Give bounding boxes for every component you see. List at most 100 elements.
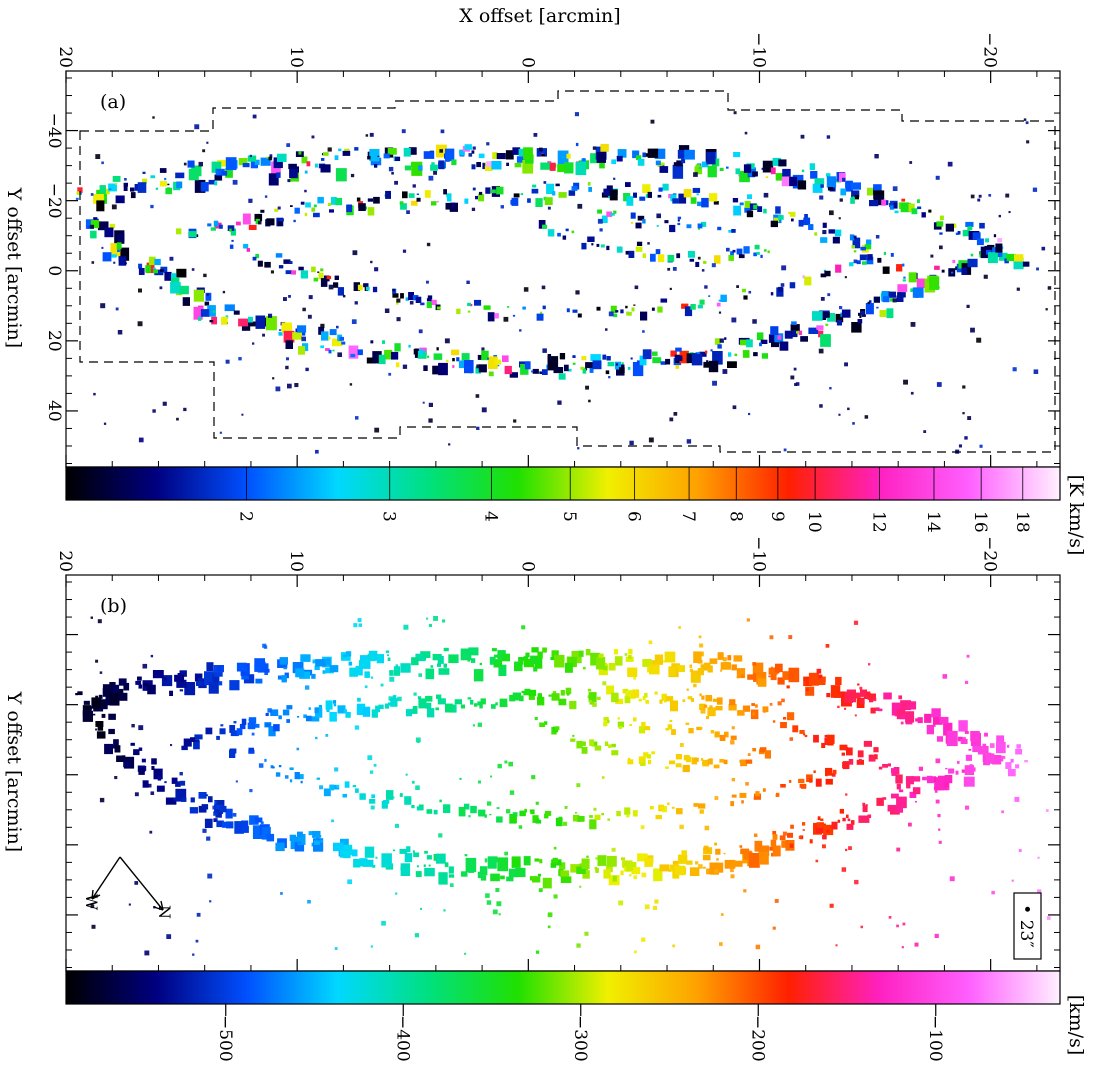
emission-pixel [677,854,688,864]
emission-pixel [396,298,401,303]
emission-pixel [762,160,774,173]
emission-pixel [150,689,155,694]
emission-pixel [290,205,293,207]
emission-pixel [190,797,195,803]
emission-pixel [558,192,567,198]
emission-pixel [635,246,643,252]
emission-pixel [829,210,834,216]
emission-pixel [499,698,508,708]
emission-pixel [266,156,269,159]
emission-pixel [778,215,784,220]
emission-pixel [537,693,542,700]
emission-pixel [820,184,824,188]
emission-pixel [854,714,857,717]
emission-pixel [298,266,304,271]
emission-pixel [714,255,721,264]
emission-pixel [883,296,890,303]
emission-pixel [827,293,831,297]
emission-pixel [255,817,263,823]
compass-icon: N W [82,856,174,919]
emission-pixel [1023,118,1027,121]
emission-pixel [664,700,667,703]
emission-pixel [608,744,612,748]
emission-pixel [560,876,572,883]
emission-pixel [299,671,310,679]
emission-pixel [306,715,312,722]
emission-pixel [687,251,695,258]
emission-pixel [315,449,319,454]
emission-pixel [537,651,543,659]
emission-pixel [286,719,290,723]
emission-pixel [861,314,866,317]
emission-pixel [411,657,419,666]
emission-pixel [666,696,674,702]
emission-pixel [408,292,414,300]
emission-pixel [530,809,535,815]
emission-pixel [230,228,236,236]
emission-pixel [699,727,703,730]
emission-pixel [233,721,237,724]
colorbar-tick-label: 9 [767,511,787,522]
emission-pixel [965,680,969,684]
emission-pixel [572,309,578,313]
emission-pixel [356,197,361,202]
emission-pixel [698,635,702,639]
emission-pixel [396,317,401,322]
emission-pixel [268,156,273,161]
emission-pixel [474,299,482,306]
emission-pixel [726,166,729,169]
emission-pixel [902,263,905,267]
emission-pixel [742,350,750,358]
emission-pixel [654,148,666,159]
emission-pixel [702,759,710,767]
emission-pixel [710,730,714,734]
emission-pixel [426,855,432,860]
emission-pixel [714,338,721,345]
emission-pixel [492,152,498,159]
emission-pixel [217,666,222,672]
emission-pixel [588,399,591,403]
emission-pixel [76,191,80,195]
emission-pixel [266,833,275,842]
emission-pixel [307,314,312,319]
emission-pixel [847,407,850,411]
emission-pixel [124,262,127,265]
emission-pixel [753,204,759,210]
emission-pixel [252,825,263,839]
emission-pixel [858,815,870,823]
emission-pixel [793,367,797,371]
emission-pixel [367,207,375,216]
emission-pixel [579,885,582,888]
emission-pixel [731,726,735,730]
emission-pixel [478,153,485,159]
emission-pixel [176,228,182,235]
emission-pixel [759,851,769,865]
emission-pixel [155,187,159,190]
emission-pixel [138,747,143,751]
emission-pixel [636,360,641,366]
emission-pixel [825,767,833,776]
emission-pixel [224,304,235,312]
emission-pixel [856,759,864,765]
emission-pixel [816,325,824,330]
emission-pixel [603,869,611,879]
emission-pixel [535,819,542,824]
emission-pixel [452,358,455,362]
emission-pixel [209,900,212,903]
emission-pixel [1001,756,1006,759]
emission-pixel [304,170,308,174]
emission-pixel [91,261,95,264]
emission-pixel [613,313,618,318]
emission-pixel [865,303,874,315]
emission-pixel [142,780,149,788]
emission-pixel [472,146,476,150]
emission-pixel [225,359,230,364]
emission-pixel [489,813,492,816]
emission-pixel [311,716,320,722]
emission-pixel [912,287,924,298]
emission-pixel [740,848,750,855]
emission-pixel [518,657,524,665]
emission-pixel [998,214,1001,218]
emission-pixel [606,185,613,191]
emission-pixel [672,198,679,204]
